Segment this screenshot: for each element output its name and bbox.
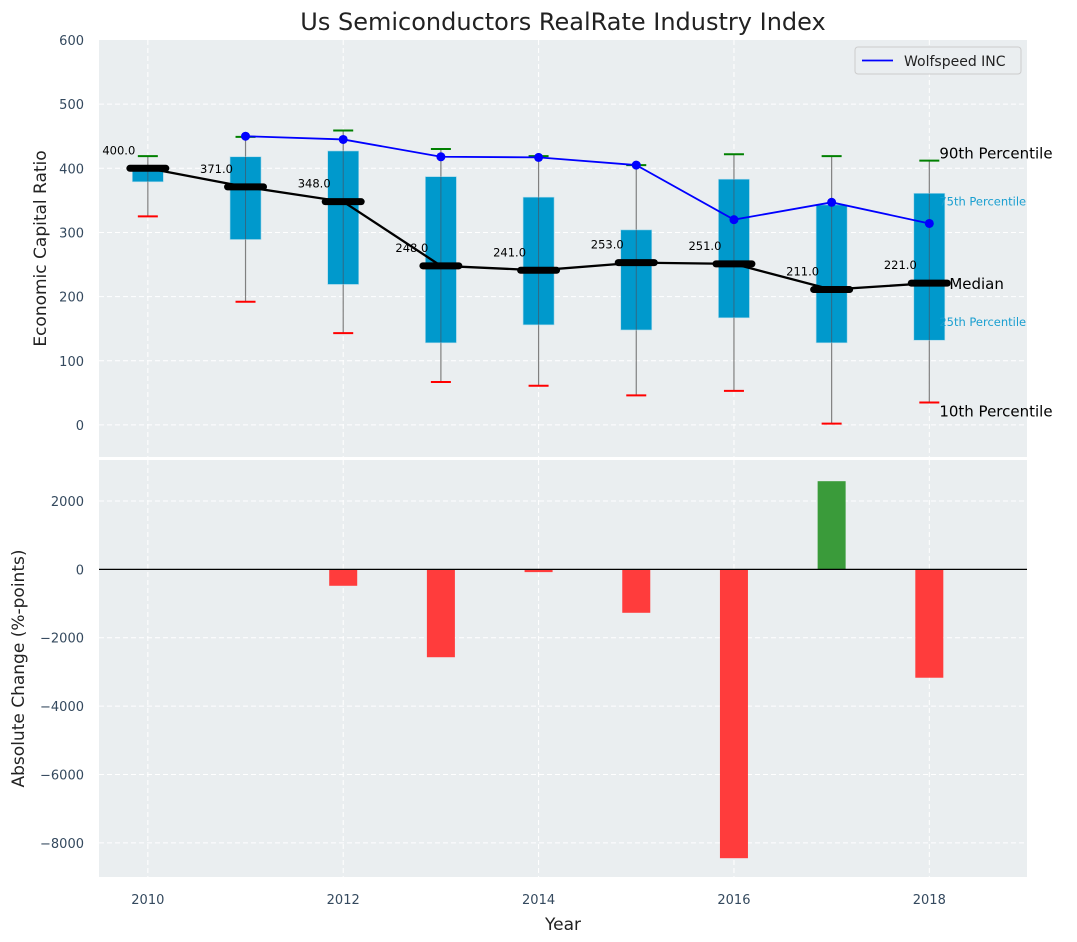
legend[interactable]: Wolfspeed INC — [854, 46, 1022, 75]
positive-change-bar — [817, 481, 846, 570]
negative-change-bar — [622, 569, 651, 613]
wolfspeed-point — [534, 152, 544, 162]
wolfspeed-point — [924, 218, 934, 228]
bottom-panel-background — [99, 460, 1027, 877]
bottom-y-tick-label: 0 — [76, 563, 84, 578]
wolfspeed-point — [729, 215, 739, 225]
median-value-label: 211.0 — [786, 265, 819, 279]
x-tick-label: 2016 — [717, 893, 750, 908]
change-bars — [329, 481, 944, 859]
top-panel-background — [99, 40, 1027, 457]
top-y-tick-label: 100 — [59, 355, 84, 370]
negative-change-bar — [915, 569, 944, 678]
wolfspeed-line — [245, 135, 930, 225]
top-y-tick-label: 300 — [59, 226, 84, 241]
annotation-p10: 10th Percentile — [939, 402, 1052, 420]
bottom-y-tick-label: −8000 — [40, 837, 84, 852]
x-tick-label: 2010 — [131, 893, 164, 908]
chart-title: Us Semiconductors RealRate Industry Inde… — [300, 8, 825, 36]
x-tick-label: 2018 — [913, 893, 946, 908]
annotation-p90: 90th Percentile — [939, 145, 1052, 163]
top-y-axis-title: Economic Capital Ratio — [31, 150, 51, 346]
top-y-tick-label: 0 — [76, 419, 84, 434]
median-value-label: 348.0 — [298, 177, 331, 191]
top-y-tick-label: 600 — [59, 34, 84, 49]
top-y-tick-label: 200 — [59, 291, 84, 306]
legend-label-wolfspeed: Wolfspeed INC — [904, 54, 1006, 70]
wolfspeed-point — [436, 152, 446, 162]
bottom-y-tick-label: −4000 — [40, 700, 84, 715]
median-value-label: 221.0 — [884, 258, 917, 272]
annotation-p75: 75th Percentile — [939, 194, 1026, 208]
bottom-y-tick-label: −6000 — [40, 768, 84, 783]
top-y-tick-label: 400 — [59, 162, 84, 177]
top-panel-y-ticks: 0 100 200 300 400 500 600 — [59, 34, 84, 434]
bottom-y-tick-label: −2000 — [40, 632, 84, 647]
percentile-caps — [137, 129, 940, 425]
median-labels: 400.0 371.0 348.0 248.0 241.0 253.0 251.0 211.0… — [102, 143, 916, 278]
legend-frame — [854, 46, 1022, 75]
negative-change-bar — [524, 569, 553, 573]
bottom-y-tick-label: 2000 — [51, 495, 84, 510]
annotation-p25: 25th Percentile — [939, 315, 1026, 329]
bottom-y-axis-title: Absolute Change (%-points) — [9, 550, 29, 788]
wolfspeed-point — [241, 131, 251, 141]
median-line — [126, 164, 951, 294]
wolfspeed-point — [631, 160, 641, 170]
x-axis-title: Year — [544, 915, 581, 935]
top-y-tick-label: 500 — [59, 98, 84, 113]
annotation-median: Median — [949, 275, 1004, 293]
median-value-label: 253.0 — [591, 238, 624, 252]
wolfspeed-series — [241, 131, 934, 228]
percentile-annotations: 90th Percentile 75th Percentile Median 2… — [939, 145, 1052, 421]
median-value-label: 400.0 — [102, 143, 135, 157]
wolfspeed-point — [827, 197, 837, 207]
wolfspeed-point — [338, 134, 348, 144]
negative-change-bar — [329, 569, 358, 586]
x-tick-label: 2012 — [327, 893, 360, 908]
median-value-label: 251.0 — [688, 239, 721, 253]
negative-change-bar — [426, 569, 455, 658]
median-value-label: 371.0 — [200, 162, 233, 176]
box-overlay — [147, 150, 930, 343]
median-value-label: 248.0 — [395, 241, 428, 255]
median-value-label: 241.0 — [493, 245, 526, 259]
x-tick-label: 2014 — [522, 893, 555, 908]
bottom-panel-y-ticks: −8000 −6000 −4000 −2000 0 2000 — [40, 495, 84, 852]
top-panel: 0 100 200 300 400 500 600 90th Percentile 75th… — [31, 34, 1053, 457]
negative-change-bar — [719, 569, 748, 859]
x-ticks: 2010 2012 2014 2016 2018 — [131, 893, 946, 908]
